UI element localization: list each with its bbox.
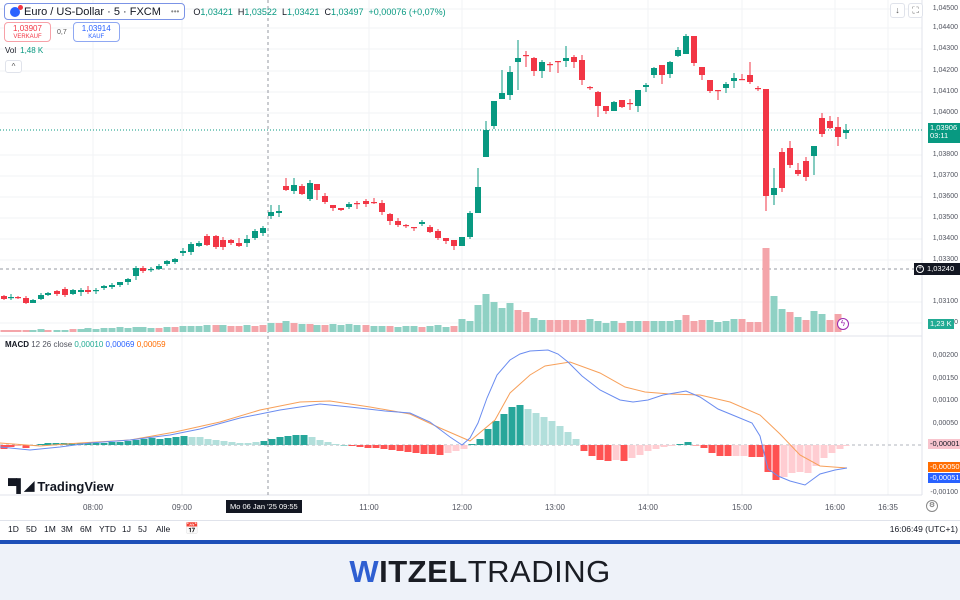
bid-ask-panel: 1,03907 VERKAUF 0,7 1,03914 KAUF [4,22,120,42]
price-axis-label: 0,00150 [932,375,958,382]
tradingview-logo[interactable]: ▀▌◢ TradingView [8,478,114,494]
volume-legend: Vol 1,48 K [5,46,44,55]
buy-label: KAUF [88,34,105,40]
sell-button[interactable]: 1,03907 VERKAUF [4,22,51,42]
time-axis-label: 11:00 [359,503,379,512]
price-axis-label: 1,03500 [932,214,958,221]
scroll-to-latest-button[interactable]: ↓ [890,3,905,18]
eurusd-flag-icon [10,4,23,17]
macd-signal-value: 0,00059 [136,340,166,349]
time-axis-label: 08:00 [82,503,104,512]
macd-legend: MACD 12 26 close 0,00010 0,00069 0,00059 [5,340,166,349]
range-button-1d[interactable]: 1D [8,524,19,534]
range-button-1j[interactable]: 1J [122,524,131,534]
lightning-event-icon[interactable]: ϟ [837,318,849,330]
symbol-title: Euro / US-Dollar · 5 · FXCM [24,5,161,18]
time-axis-label: 15:00 [731,503,753,512]
macd-hist-tag: -0,00001 [928,439,960,449]
range-button-6m[interactable]: 6M [80,524,92,534]
macd-line-value: 0,00069 [105,340,135,349]
price-axis-label: 1,03600 [932,193,958,200]
footer-banner: W ITZEL TRADING [0,544,960,600]
volume-histogram [0,248,842,332]
macd-hist-value: 0,00010 [74,340,104,349]
crosshair-price-tag: + 1,03240 [914,263,960,275]
price-axis-label: 1,04100 [932,88,958,95]
brand-divider [0,540,960,544]
range-button-5j[interactable]: 5J [138,524,147,534]
range-button-3m[interactable]: 3M [61,524,73,534]
price-axis-label: 1,03300 [932,256,958,263]
price-axis-label: 1,03400 [932,235,958,242]
price-axis-label: 0,00200 [932,352,958,359]
range-button-ytd[interactable]: YTD [99,524,116,534]
change-value: +0,00076 (+0,07%) [368,6,446,17]
spread-value: 0,7 [57,28,67,36]
price-chart-canvas[interactable] [0,0,960,520]
time-axis-label: 14:00 [637,503,659,512]
price-axis-label: 1,04300 [932,45,958,52]
open-value: 1,03421 [200,6,233,17]
time-axis-label: 16:00 [824,503,846,512]
high-value: 1,03522 [244,6,277,17]
price-axis-label: 1,04500 [932,5,958,12]
low-value: 1,03421 [286,6,320,17]
fullscreen-button[interactable]: ⛶ [908,3,923,18]
last-price-tag: 1,03906 03:11 [928,123,960,143]
volume-value: 1,48 K [20,46,44,55]
chart-gridlines [0,0,923,498]
volume-last-tag: 1,23 K [928,319,954,329]
price-axis-label: -0,00100 [930,489,958,496]
chart-legend: Euro / US-Dollar · 5 · FXCM ••• O1,03421… [4,3,446,20]
time-axis-label: 12:00 [451,503,473,512]
witzeltrading-logo: W ITZEL TRADING [349,554,611,589]
bottom-toolbar [0,520,960,540]
axis-settings-icon[interactable]: ⚙ [926,500,938,512]
price-axis-label: 1,04000 [932,109,958,116]
add-alert-icon[interactable]: + [916,265,924,273]
price-axis-label: 1,04200 [932,67,958,74]
range-button-5d[interactable]: 5D [26,524,37,534]
price-axis-label: 1,03100 [932,298,958,305]
time-axis-label: 09:00 [171,503,193,512]
macd-pane [0,349,850,486]
price-axis-label: 1,03800 [932,151,958,158]
more-options-icon[interactable]: ••• [170,7,180,16]
collapse-legend-button[interactable]: ^ [5,60,22,73]
symbol-selector[interactable]: Euro / US-Dollar · 5 · FXCM ••• [4,3,186,20]
goto-date-icon[interactable]: 📅 [185,523,199,535]
clock: 16:06:49 (UTC+1) [889,524,958,534]
price-axis-label: 1,03700 [932,172,958,179]
close-value: 1,03497 [331,6,364,17]
buy-button[interactable]: 1,03914 KAUF [72,22,120,42]
price-axis-label: 0,00100 [932,397,958,404]
crosshair-time-label: Mo 06 Jan '25 09:55 [226,500,302,513]
tradingview-mark-icon: ▀▌◢ [8,478,34,493]
range-button-1m[interactable]: 1M [44,524,56,534]
ohlc-values: O1,03421 H1,03522 L1,03421 C1,03497 +0,0… [193,6,446,17]
candlestick-series [1,34,849,304]
sell-label: VERKAUF [13,34,42,40]
buy-price: 1,03914 [81,24,111,33]
macd-line-tag: -0,00051 [928,473,960,483]
time-axis-label: 13:00 [544,503,566,512]
price-axis-label: 1,04400 [932,24,958,31]
macd-signal-tag: -0,00050 [928,462,960,472]
price-axis-label: 0,00050 [932,420,958,427]
time-axis-label: 16:35 [877,503,899,512]
sell-price: 1,03907 [13,24,42,33]
range-button-alle[interactable]: Alle [156,524,171,534]
